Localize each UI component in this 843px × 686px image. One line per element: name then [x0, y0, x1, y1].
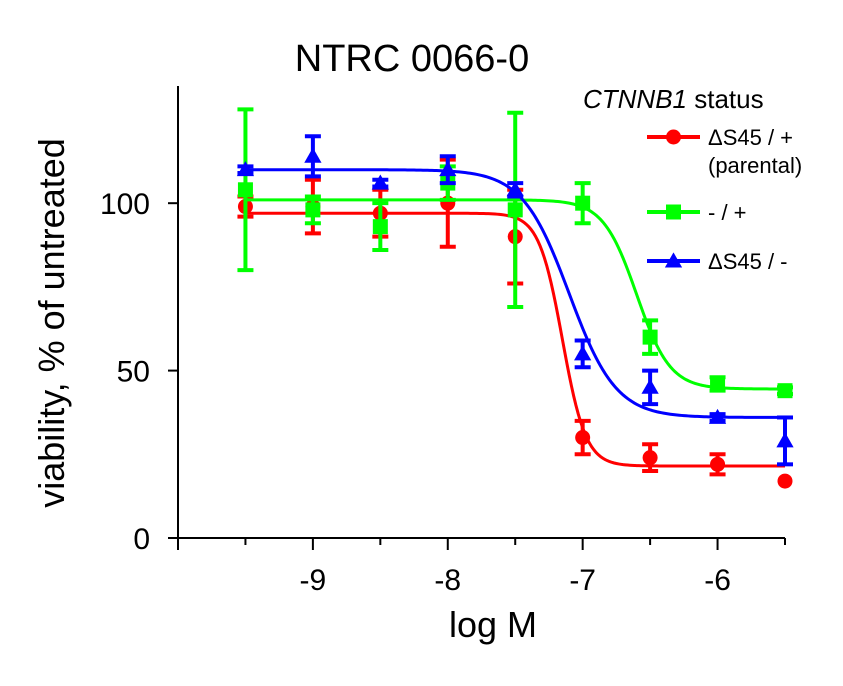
series-2 — [237, 107, 793, 399]
data-point — [642, 329, 658, 345]
legend-entry-3: ΔS45 / - — [647, 249, 788, 274]
y-tick-label: 0 — [133, 523, 150, 556]
legend-title-suffix: status — [687, 84, 764, 114]
data-point — [776, 432, 794, 448]
legend-marker — [666, 129, 681, 145]
data-point — [575, 195, 591, 211]
legend-label: ΔS45 / - — [708, 249, 788, 274]
data-point — [777, 473, 793, 489]
x-tick-label: -7 — [569, 564, 596, 597]
data-point — [575, 430, 591, 446]
x-tick-label: -9 — [300, 564, 327, 597]
x-axis-label: log M — [448, 604, 538, 645]
data-point — [708, 408, 727, 424]
legend-label: (parental) — [708, 153, 802, 178]
legend-marker — [664, 252, 683, 268]
plot-area — [236, 107, 794, 489]
data-point — [372, 219, 388, 235]
legend: ΔS45 / + (parental) - / + ΔS45 / - — [647, 125, 802, 274]
data-point — [506, 181, 524, 197]
data-point — [371, 174, 389, 190]
legend-label: - / + — [708, 200, 747, 225]
data-point — [304, 147, 322, 163]
legend-marker — [666, 204, 681, 220]
y-axis-label: viability, % of untreated — [31, 138, 72, 508]
data-point — [641, 378, 659, 394]
data-point — [777, 383, 793, 399]
y-tick-label: 100 — [100, 188, 150, 221]
data-point — [642, 450, 658, 466]
legend-label: ΔS45 / + — [708, 125, 793, 150]
legend-title-gene: CTNNB1 — [583, 84, 688, 114]
data-point — [439, 161, 457, 177]
axes: 0 50 100 -9 -8 -7 -6 — [100, 86, 786, 597]
x-tick-label: -8 — [434, 564, 461, 597]
y-tick-label: 50 — [117, 356, 150, 389]
series-3 — [236, 134, 794, 467]
data-point — [237, 182, 253, 198]
data-point — [236, 161, 255, 177]
data-point — [507, 202, 523, 218]
legend-title: CTNNB1 status — [583, 84, 764, 115]
data-point — [710, 376, 726, 392]
data-point — [574, 345, 592, 361]
legend-entry-1: ΔS45 / + (parental) — [647, 125, 802, 178]
legend-entry-2: - / + — [647, 200, 747, 225]
data-point — [305, 202, 321, 218]
x-tick-label: -6 — [704, 564, 731, 597]
chart-title: NTRC 0066-0 — [294, 38, 530, 80]
data-point — [710, 456, 726, 472]
